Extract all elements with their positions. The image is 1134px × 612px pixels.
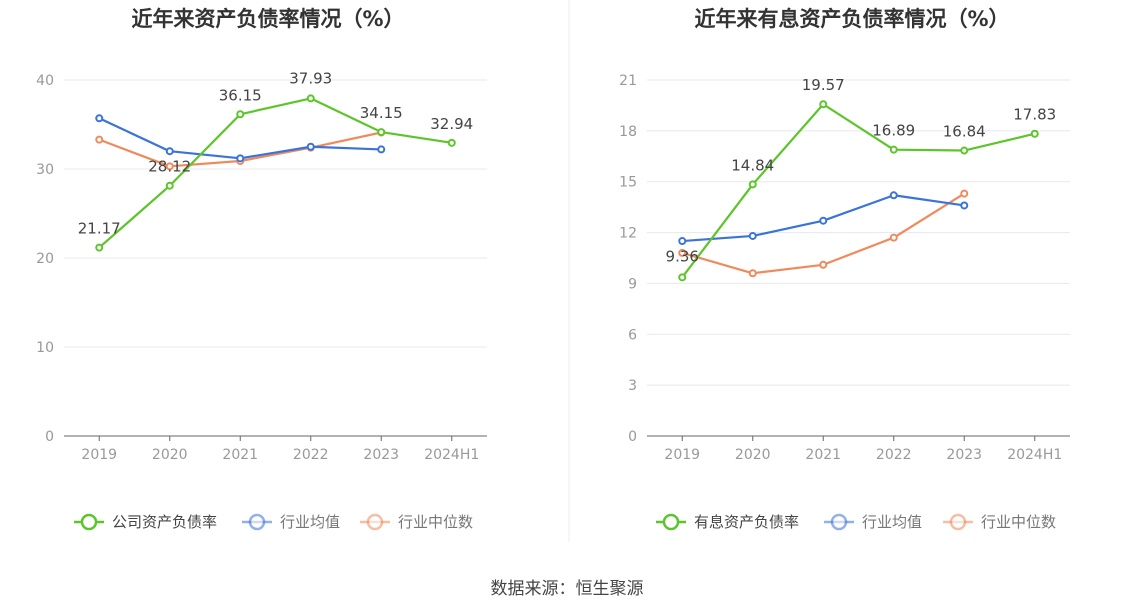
data-point-green [960, 146, 969, 155]
x-tick-label: 2021 [805, 447, 841, 463]
data-point-blue [748, 231, 757, 240]
legend-marker [80, 513, 98, 531]
y-tick-label: 18 [619, 124, 637, 140]
data-point-orange [889, 233, 898, 242]
data-label: 14.84 [731, 156, 774, 174]
data-point-green [819, 100, 828, 109]
legend-marker [830, 513, 848, 531]
data-point-blue [377, 145, 386, 154]
y-tick-label: 0 [45, 429, 54, 445]
data-point-green [748, 180, 757, 189]
data-label: 34.15 [360, 104, 403, 122]
legend-item-blue: 行业均值 [242, 513, 340, 531]
chart-panel-2: 近年来有息资产负债率情况（%） 0 3 6 9 12 15 18 21 2019 2020 2021 2… [619, 7, 1070, 531]
legend-item-orange: 行业中位数 [360, 513, 473, 531]
series-line-green [681, 103, 1036, 278]
legend-item-green: 有息资产负债率 [656, 513, 799, 531]
data-point-orange [960, 189, 969, 198]
data-label: 16.89 [872, 122, 915, 140]
data-point-green [95, 243, 104, 252]
y-tick-label: 20 [36, 251, 54, 267]
x-tick-label: 2019 [81, 447, 117, 463]
x-tick-label: 2020 [735, 447, 771, 463]
legend-item-green: 公司资产负债率 [74, 513, 217, 531]
legend-label: 行业均值 [280, 513, 340, 531]
legend-label: 行业均值 [862, 513, 922, 531]
data-point-blue [95, 114, 104, 123]
data-point-blue [165, 147, 174, 156]
data-point-orange [678, 248, 687, 257]
data-point-green [377, 128, 386, 137]
y-tick-label: 12 [619, 226, 637, 242]
data-label: 28.12 [148, 158, 191, 176]
series-line-green [98, 97, 452, 249]
data-point-orange [748, 269, 757, 278]
data-point-orange [95, 135, 104, 144]
data-label: 32.94 [430, 115, 473, 133]
data-source-note: 数据来源：恒生聚源 [490, 579, 644, 599]
data-point-orange [165, 162, 174, 171]
legend-label: 有息资产负债率 [694, 513, 799, 531]
legend-label: 公司资产负债率 [112, 513, 217, 531]
data-label: 16.84 [943, 123, 986, 141]
data-point-blue [678, 237, 687, 246]
data-point-blue [236, 154, 245, 163]
x-tick-label: 2023 [363, 447, 399, 463]
data-point-green [889, 145, 898, 154]
x-tick-label: 2022 [293, 447, 329, 463]
data-point-green [306, 94, 315, 103]
legend-label: 行业中位数 [398, 513, 473, 531]
y-tick-label: 3 [628, 378, 637, 394]
chart-title: 近年来资产负债率情况（%） [131, 7, 404, 31]
series-line-blue [98, 117, 382, 160]
legend-item-orange: 行业中位数 [943, 513, 1056, 531]
y-tick-label: 15 [619, 175, 637, 191]
legend-marker [662, 513, 680, 531]
data-label: 9.36 [666, 247, 699, 265]
data-label: 19.57 [802, 76, 845, 94]
x-tick-label: 2024H1 [1007, 447, 1062, 463]
y-tick-label: 30 [36, 162, 54, 178]
chart-panel-1: 近年来资产负债率情况（%） 0 10 20 30 40 2019 2020 2021 2022 20… [36, 7, 487, 531]
data-point-green [447, 138, 456, 147]
data-point-green [1030, 129, 1039, 138]
data-label: 36.15 [219, 86, 262, 104]
data-point-blue [960, 201, 969, 210]
data-point-orange [819, 260, 828, 269]
x-tick-label: 2022 [876, 447, 912, 463]
y-tick-label: 6 [628, 327, 637, 343]
x-tick-label: 2020 [152, 447, 188, 463]
x-tick-label: 2023 [946, 447, 982, 463]
legend-marker [248, 513, 266, 531]
legend-label: 行业中位数 [981, 513, 1056, 531]
data-point-green [165, 181, 174, 190]
chart-title: 近年来有息资产负债率情况（%） [694, 7, 1009, 31]
data-point-blue [889, 191, 898, 200]
data-point-blue [819, 216, 828, 225]
legend-marker [949, 513, 967, 531]
data-label: 17.83 [1013, 106, 1056, 124]
data-label: 37.93 [289, 69, 332, 87]
data-point-blue [306, 142, 315, 151]
y-tick-label: 9 [628, 276, 637, 292]
legend-marker [366, 513, 384, 531]
x-tick-label: 2024H1 [424, 447, 479, 463]
y-tick-label: 21 [619, 73, 637, 89]
y-tick-label: 10 [36, 340, 54, 356]
data-label: 21.17 [78, 220, 121, 238]
data-point-green [236, 110, 245, 119]
legend-item-blue: 行业均值 [824, 513, 922, 531]
y-tick-label: 40 [36, 73, 54, 89]
x-tick-label: 2019 [664, 447, 700, 463]
y-tick-label: 0 [628, 429, 637, 445]
x-tick-label: 2021 [222, 447, 258, 463]
data-point-green [678, 273, 687, 282]
